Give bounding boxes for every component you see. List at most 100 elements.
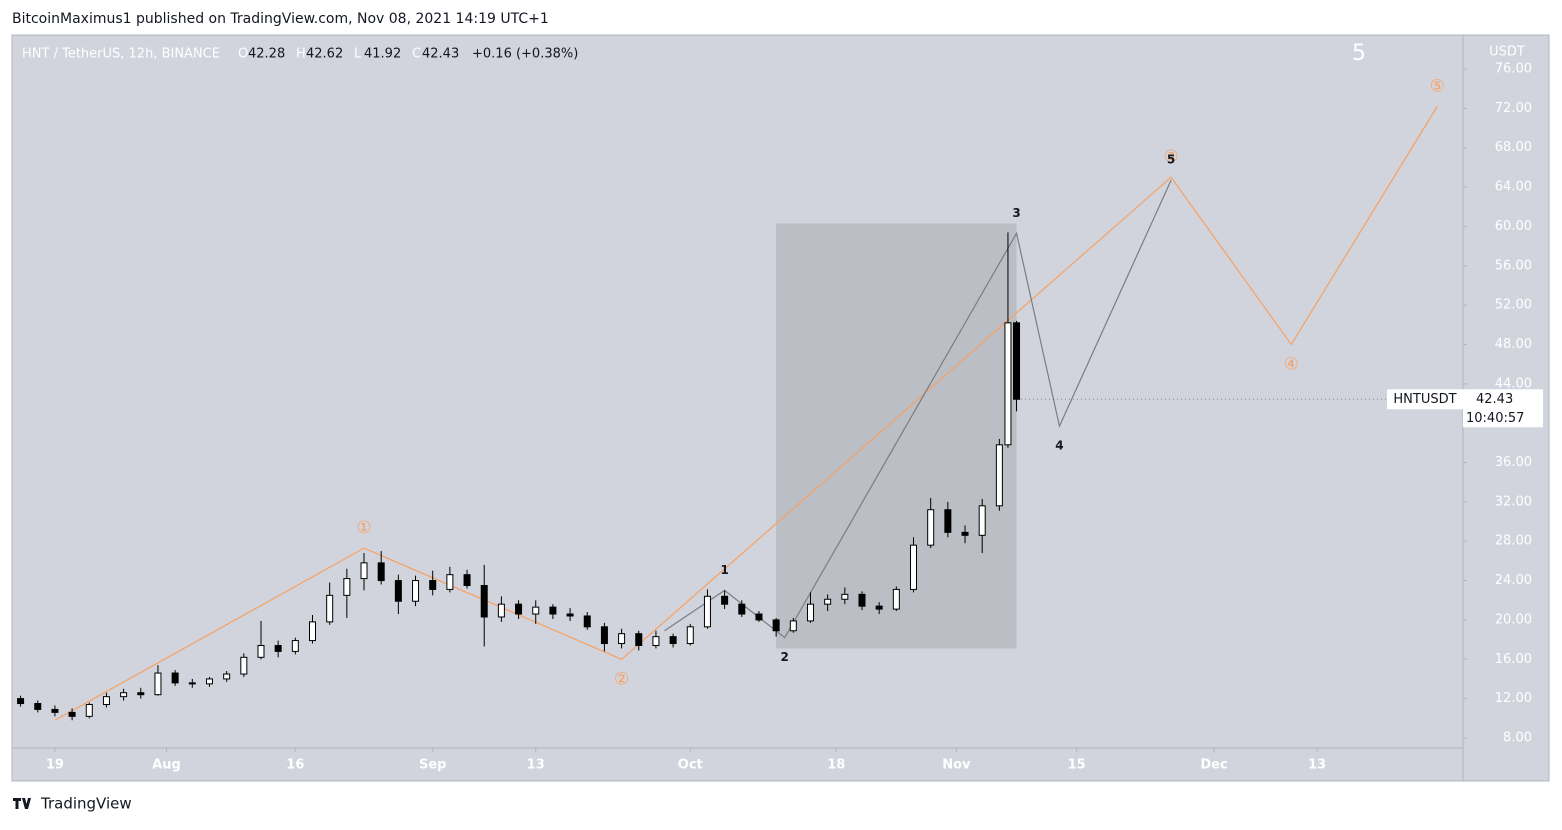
candle-body	[549, 606, 557, 615]
price-tag-name-bg	[1387, 389, 1463, 410]
x-tick-label: 13	[1308, 758, 1326, 773]
wave-label: ⑤	[1430, 76, 1445, 96]
candle-body	[910, 544, 918, 590]
y-tick-label: 28.00	[1495, 534, 1532, 549]
candle-body	[652, 636, 660, 646]
wave-label: ③	[1163, 147, 1178, 167]
candle-body	[205, 678, 213, 685]
x-tick-label: 18	[827, 758, 845, 773]
candle-body	[892, 588, 900, 610]
y-tick-label: 12.00	[1495, 691, 1532, 706]
candle-body	[120, 692, 128, 698]
candle-body	[291, 640, 299, 652]
candle-body	[944, 509, 952, 533]
candle-body	[377, 562, 385, 582]
candle-body	[669, 636, 677, 645]
candle-body	[309, 621, 317, 642]
ohlc-key: O	[238, 47, 248, 62]
candle-body	[583, 615, 591, 628]
candle-body	[394, 580, 402, 602]
candle-body	[875, 605, 883, 610]
candle-body	[927, 509, 935, 546]
corner-label: 5	[1352, 41, 1366, 66]
candle-body	[789, 620, 797, 632]
x-tick-label: 16	[286, 758, 304, 773]
price-tag-name: HNTUSDT	[1393, 392, 1456, 407]
candle-body	[772, 619, 780, 632]
candle-body	[480, 584, 488, 618]
candle-body	[240, 656, 248, 675]
wave-label: 5	[1167, 153, 1175, 167]
x-tick-label: Nov	[942, 758, 971, 773]
logo-mark	[13, 798, 31, 809]
price-tag-value: 42.43	[1476, 392, 1513, 407]
candle-body	[703, 595, 711, 628]
x-tick-label: Sep	[419, 758, 447, 773]
y-tick-label: 16.00	[1495, 652, 1532, 667]
y-tick-label: 52.00	[1495, 298, 1532, 313]
ohlc-key: L	[354, 47, 362, 62]
candle-body	[1013, 322, 1021, 400]
candle-body	[995, 444, 1003, 507]
candle-body	[257, 644, 265, 658]
candle-body	[806, 603, 814, 622]
candle-body	[824, 598, 832, 605]
candle-body	[841, 593, 849, 600]
candle-body	[532, 606, 540, 615]
x-tick-label: Dec	[1200, 758, 1227, 773]
candle-body	[635, 633, 643, 646]
candle-body	[343, 578, 351, 596]
y-tick-label: 64.00	[1495, 180, 1532, 195]
candle-body	[68, 711, 76, 717]
candle-body	[412, 580, 420, 602]
x-tick-label: 13	[527, 758, 545, 773]
x-tick-label: Aug	[152, 758, 181, 773]
candle-body	[515, 603, 523, 615]
candle-body	[360, 562, 368, 580]
candle-body	[429, 580, 437, 590]
ohlc-value: 42.28	[248, 47, 285, 62]
candle-body	[102, 696, 110, 706]
candle-body	[137, 692, 145, 696]
ohlc-value: 42.62	[306, 47, 343, 62]
ohlc-value: 41.92	[364, 47, 401, 62]
candle-body	[497, 603, 505, 618]
price-tag-countdown: 10:40:57	[1466, 411, 1524, 426]
tradingview-logo: TradingView	[13, 795, 132, 813]
x-tick-label: 15	[1068, 758, 1086, 773]
ohlc-change: +0.16 (+0.38%)	[472, 47, 578, 62]
y-tick-label: 56.00	[1495, 258, 1532, 273]
ohlc-value: 42.43	[422, 47, 459, 62]
publisher: BitcoinMaximus1 published on TradingView…	[12, 11, 549, 27]
y-tick-label: 60.00	[1495, 219, 1532, 234]
candle-body	[566, 613, 574, 617]
ohlc-key: C	[412, 47, 421, 62]
candle-body	[600, 626, 608, 645]
y-tick-label: 72.00	[1495, 101, 1532, 116]
y-tick-label: 68.00	[1495, 140, 1532, 155]
x-tick-label: Oct	[678, 758, 703, 773]
symbol: HNT / TetherUS, 12h, BINANCE	[22, 47, 220, 62]
highlight-box	[776, 223, 1017, 649]
candle-body	[154, 672, 162, 696]
wave-line	[664, 179, 1172, 639]
candle-body	[34, 703, 42, 710]
ohlc-key: H	[296, 47, 306, 62]
candle-body	[85, 704, 93, 717]
candle-body	[858, 593, 866, 607]
wave-label: ②	[614, 669, 629, 689]
candle-body	[51, 708, 59, 713]
wave-label: 1	[720, 563, 728, 577]
y-tick-label: 76.00	[1495, 62, 1532, 77]
candle-body	[274, 644, 282, 652]
ohlc-legend: O 42.28 H 42.62 L 41.92 C 42.43 +0.16 (+0.38%)	[238, 47, 578, 62]
wave-label: ①	[356, 518, 371, 538]
y-axis-label: USDT	[1489, 45, 1525, 60]
candle-body	[686, 626, 694, 645]
candle-body	[188, 682, 196, 685]
y-tick-label: 44.00	[1495, 376, 1532, 391]
wave-label: ④	[1284, 354, 1299, 374]
candle-body	[1004, 322, 1012, 446]
candle-body	[618, 633, 626, 645]
